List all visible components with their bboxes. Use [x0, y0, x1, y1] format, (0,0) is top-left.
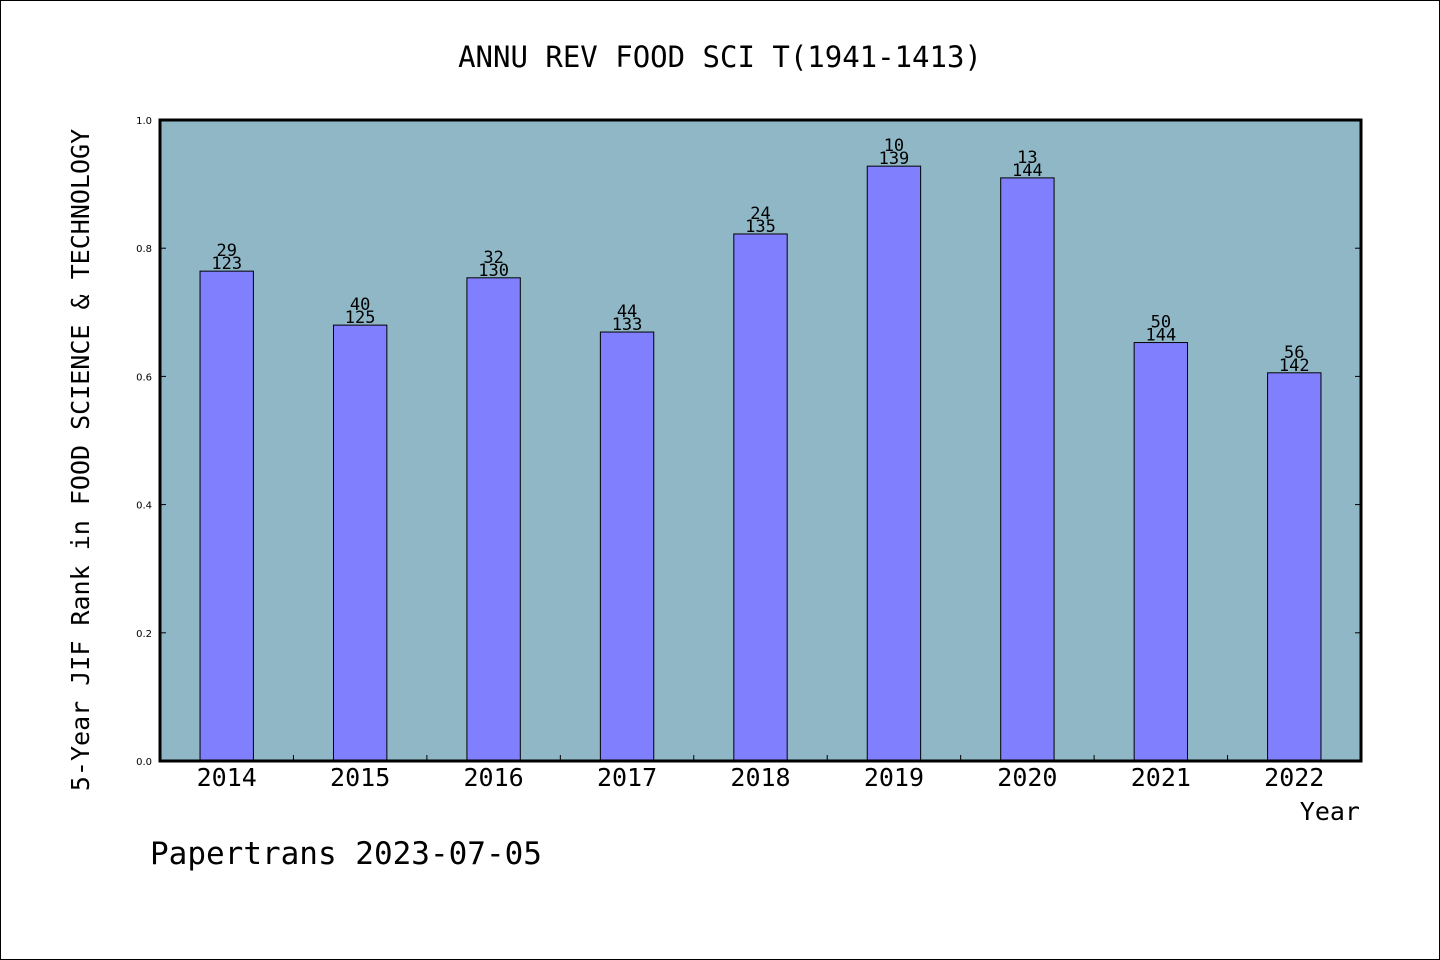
bar [1267, 372, 1322, 762]
x-tick-label: 2019 [864, 763, 924, 792]
bar [599, 331, 655, 762]
bar [1133, 342, 1189, 762]
chart-title: ANNU REV FOOD SCI T(1941-1413) [458, 40, 982, 74]
y-tick-label: 0.0 [136, 757, 152, 768]
bar-rank-label: 40 [350, 295, 370, 315]
x-tick-label: 2020 [997, 763, 1057, 792]
bar-total-label: 133 [612, 315, 643, 335]
x-tick-label: 2021 [1131, 763, 1191, 792]
bar [466, 277, 521, 762]
bar [1000, 177, 1055, 762]
bar [199, 270, 254, 762]
bar-total-label: 142 [1279, 356, 1310, 376]
x-tick-label: 2016 [464, 763, 524, 792]
bar-rank-label: 44 [617, 302, 637, 322]
x-tick-label: 2022 [1264, 763, 1324, 792]
y-tick-label: 0.8 [136, 244, 152, 255]
x-tick-label: 2018 [730, 763, 790, 792]
footer-credit: Papertrans 2023-07-05 [150, 836, 542, 872]
bar-rank-label: 29 [216, 241, 236, 261]
bar-total-label: 125 [345, 308, 376, 328]
bar-total-label: 135 [745, 217, 776, 237]
plot-border [158, 118, 1363, 763]
bar [866, 165, 922, 762]
x-tick-label: 2017 [597, 763, 657, 792]
y-tick-label: 0.2 [136, 629, 152, 640]
bar-total-label: 130 [478, 261, 509, 281]
y-tick-label: 0.6 [136, 372, 152, 383]
x-axis-label: Year [1300, 797, 1360, 826]
bar-total-label: 123 [211, 254, 242, 274]
bar-total-label: 144 [1145, 326, 1176, 346]
bar-total-label: 139 [879, 149, 910, 169]
y-axis-label: 5-Year JIF Rank in FOOD SCIENCE & TECHNO… [66, 129, 95, 791]
x-tick-label: 2015 [330, 763, 390, 792]
bar [733, 233, 788, 762]
bar-rank-label: 32 [483, 248, 503, 268]
bar-rank-label: 56 [1284, 343, 1304, 363]
x-axis: 2014 2015 2016 2017 2018 2019 2020 2021 2022 [197, 755, 1324, 792]
bar-rank-label: 10 [884, 136, 904, 156]
y-tick-label: 1.0 [136, 116, 152, 127]
x-tick-label: 2014 [197, 763, 257, 792]
bar-rank-label: 50 [1151, 313, 1171, 333]
bar-rank-label: 24 [750, 204, 770, 224]
bar-total-label: 144 [1012, 161, 1043, 181]
bar-rank-label: 13 [1017, 148, 1037, 168]
y-tick-label: 0.4 [136, 501, 152, 512]
bar [332, 324, 388, 762]
